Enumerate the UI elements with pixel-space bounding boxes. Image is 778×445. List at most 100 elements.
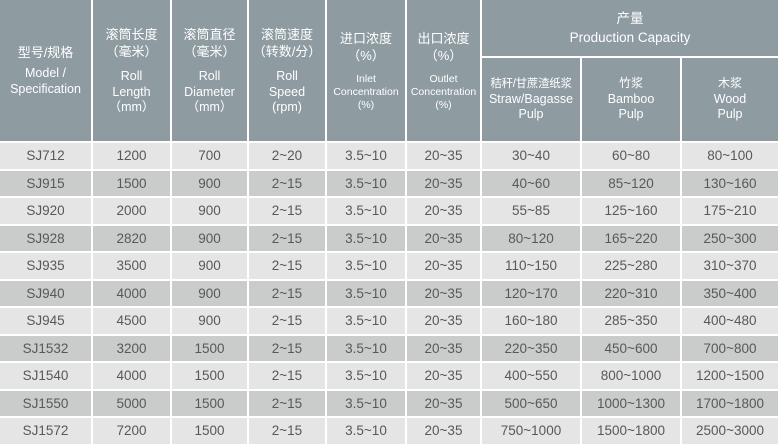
cell-model: SJ1532 <box>0 335 91 361</box>
cell-roll-diameter: 1500 <box>172 335 247 361</box>
header-roll-length-en: Roll Length （mm） <box>108 69 155 114</box>
table-row: SJ915 1500 900 2~15 3.5~10 20~35 40~60 8… <box>0 170 778 196</box>
cell-model: SJ1540 <box>0 363 91 389</box>
cell-model: SJ920 <box>0 198 91 224</box>
header-roll-length: 滚筒长度 （毫米） Roll Length （mm） <box>93 0 170 141</box>
cell-inlet-concentration: 3.5~10 <box>327 308 405 334</box>
cell-outlet-concentration: 20~35 <box>407 143 480 169</box>
cell-roll-speed: 2~20 <box>249 143 325 169</box>
cell-roll-diameter: 1500 <box>172 390 247 416</box>
header-bamboo-pulp: 竹浆 Bamboo Pulp <box>582 58 680 141</box>
cell-inlet-concentration: 3.5~10 <box>327 225 405 251</box>
cell-wood-pulp: 310~370 <box>682 253 778 279</box>
cell-inlet-concentration: 3.5~10 <box>327 143 405 169</box>
cell-roll-speed: 2~15 <box>249 198 325 224</box>
cell-straw-bagasse-pulp: 30~40 <box>482 143 580 169</box>
cell-roll-speed: 2~15 <box>249 280 325 306</box>
cell-inlet-concentration: 3.5~10 <box>327 363 405 389</box>
cell-roll-length: 5000 <box>93 390 170 416</box>
cell-inlet-concentration: 3.5~10 <box>327 170 405 196</box>
cell-roll-diameter: 1500 <box>172 363 247 389</box>
cell-bamboo-pulp: 285~350 <box>582 308 680 334</box>
cell-model: SJ1572 <box>0 418 91 444</box>
cell-outlet-concentration: 20~35 <box>407 363 480 389</box>
cell-straw-bagasse-pulp: 120~170 <box>482 280 580 306</box>
cell-roll-diameter: 900 <box>172 280 247 306</box>
cell-model: SJ928 <box>0 225 91 251</box>
cell-bamboo-pulp: 125~160 <box>582 198 680 224</box>
header-roll-diameter-zh: 滚筒直径 （毫米） <box>183 26 236 60</box>
cell-inlet-concentration: 3.5~10 <box>327 280 405 306</box>
cell-straw-bagasse-pulp: 160~180 <box>482 308 580 334</box>
cell-roll-diameter: 700 <box>172 143 247 169</box>
cell-roll-diameter: 900 <box>172 225 247 251</box>
cell-roll-length: 2820 <box>93 225 170 251</box>
cell-bamboo-pulp: 85~120 <box>582 170 680 196</box>
header-roll-speed: 滚筒速度 （转数/分） Roll Speed (rpm) <box>249 0 325 141</box>
cell-wood-pulp: 175~210 <box>682 198 778 224</box>
table-row: SJ1550 5000 1500 2~15 3.5~10 20~35 500~6… <box>0 390 778 416</box>
table-row: SJ935 3500 900 2~15 3.5~10 20~35 110~150… <box>0 253 778 279</box>
cell-bamboo-pulp: 225~280 <box>582 253 680 279</box>
header-inlet-concentration-zh: 进口浓度 （%） <box>339 30 392 63</box>
header-wood-pulp: 木浆 Wood Pulp <box>682 58 778 141</box>
table-row: SJ940 4000 900 2~15 3.5~10 20~35 120~170… <box>0 280 778 306</box>
table-row: SJ712 1200 700 2~20 3.5~10 20~35 30~40 6… <box>0 143 778 169</box>
cell-roll-length: 1200 <box>93 143 170 169</box>
header-production-capacity-zh: 产量 <box>616 10 644 26</box>
header-roll-speed-en: Roll Speed (rpm) <box>268 69 306 114</box>
cell-bamboo-pulp: 1000~1300 <box>582 390 680 416</box>
cell-inlet-concentration: 3.5~10 <box>327 198 405 224</box>
cell-straw-bagasse-pulp: 750~1000 <box>482 418 580 444</box>
header-straw-bagasse-pulp: 秸秆/甘蔗渣纸浆 Straw/Bagasse Pulp <box>482 58 580 141</box>
cell-wood-pulp: 80~100 <box>682 143 778 169</box>
cell-model: SJ915 <box>0 170 91 196</box>
table-row: SJ1540 4000 1500 2~15 3.5~10 20~35 400~5… <box>0 363 778 389</box>
table-row: SJ928 2820 900 2~15 3.5~10 20~35 80~120 … <box>0 225 778 251</box>
cell-outlet-concentration: 20~35 <box>407 198 480 224</box>
cell-outlet-concentration: 20~35 <box>407 225 480 251</box>
cell-roll-speed: 2~15 <box>249 335 325 361</box>
cell-roll-length: 4500 <box>93 308 170 334</box>
cell-roll-speed: 2~15 <box>249 390 325 416</box>
table-row: SJ945 4500 900 2~15 3.5~10 20~35 160~180… <box>0 308 778 334</box>
cell-inlet-concentration: 3.5~10 <box>327 418 405 444</box>
cell-roll-length: 1500 <box>93 170 170 196</box>
cell-model: SJ935 <box>0 253 91 279</box>
cell-straw-bagasse-pulp: 220~350 <box>482 335 580 361</box>
cell-model: SJ940 <box>0 280 91 306</box>
cell-wood-pulp: 2500~3000 <box>682 418 778 444</box>
cell-roll-diameter: 900 <box>172 253 247 279</box>
cell-roll-length: 3200 <box>93 335 170 361</box>
cell-roll-diameter: 900 <box>172 198 247 224</box>
cell-model: SJ1550 <box>0 390 91 416</box>
cell-inlet-concentration: 3.5~10 <box>327 335 405 361</box>
cell-roll-length: 4000 <box>93 363 170 389</box>
cell-roll-speed: 2~15 <box>249 308 325 334</box>
header-inlet-concentration: 进口浓度 （%） Inlet Concentration (%) <box>327 0 405 141</box>
cell-outlet-concentration: 20~35 <box>407 335 480 361</box>
header-roll-length-zh: 滚筒长度 （毫米） <box>105 26 158 60</box>
cell-model: SJ945 <box>0 308 91 334</box>
cell-bamboo-pulp: 165~220 <box>582 225 680 251</box>
cell-bamboo-pulp: 800~1000 <box>582 363 680 389</box>
cell-straw-bagasse-pulp: 80~120 <box>482 225 580 251</box>
cell-bamboo-pulp: 450~600 <box>582 335 680 361</box>
cell-roll-length: 2000 <box>93 198 170 224</box>
cell-wood-pulp: 350~400 <box>682 280 778 306</box>
cell-roll-speed: 2~15 <box>249 170 325 196</box>
cell-outlet-concentration: 20~35 <box>407 170 480 196</box>
header-bamboo-pulp-zh: 竹浆 <box>618 76 643 91</box>
cell-roll-length: 4000 <box>93 280 170 306</box>
cell-roll-length: 7200 <box>93 418 170 444</box>
cell-outlet-concentration: 20~35 <box>407 253 480 279</box>
cell-wood-pulp: 1700~1800 <box>682 390 778 416</box>
header-model-specification: 型号/规格 Model / Specification <box>0 0 91 141</box>
header-wood-pulp-zh: 木浆 <box>718 76 743 91</box>
cell-bamboo-pulp: 60~80 <box>582 143 680 169</box>
cell-outlet-concentration: 20~35 <box>407 280 480 306</box>
cell-straw-bagasse-pulp: 400~550 <box>482 363 580 389</box>
cell-outlet-concentration: 20~35 <box>407 390 480 416</box>
